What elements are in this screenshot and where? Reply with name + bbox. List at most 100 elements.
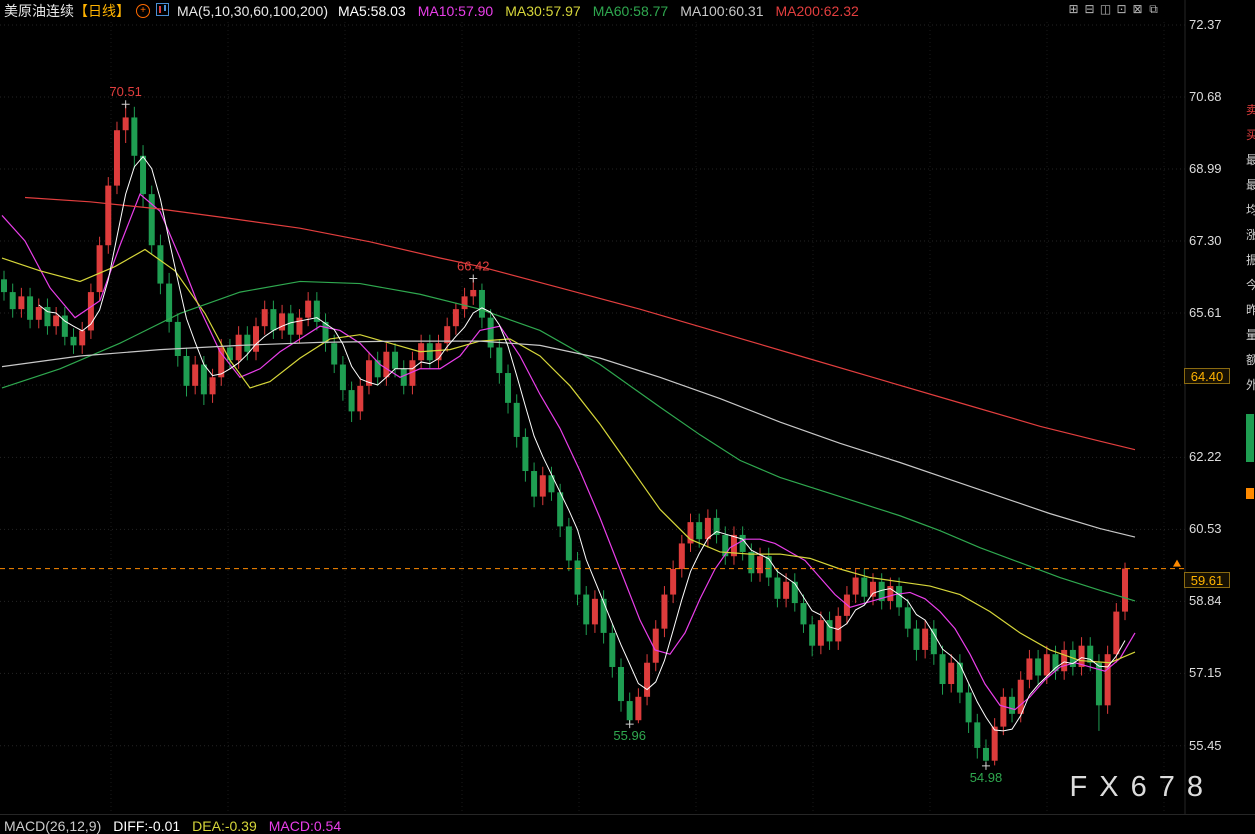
edge-partial-green-bar bbox=[1246, 414, 1254, 462]
candle-body bbox=[1035, 658, 1042, 676]
ma-value: MA60:58.77 bbox=[592, 3, 669, 19]
candle-body bbox=[235, 334, 242, 361]
candle-body bbox=[435, 343, 442, 361]
candle-body bbox=[713, 517, 720, 535]
candle-body bbox=[87, 292, 94, 331]
extreme-price-label: 54.98 bbox=[970, 770, 1003, 785]
current-price-arrow-icon bbox=[1173, 559, 1181, 567]
candle-body bbox=[105, 185, 112, 246]
candle-body bbox=[348, 390, 355, 412]
candle-body bbox=[791, 581, 798, 604]
candle-body bbox=[739, 534, 746, 552]
candle-body bbox=[1087, 645, 1094, 663]
symbol-name: 美原油连续 bbox=[4, 3, 74, 19]
candle-body bbox=[113, 130, 120, 186]
candle-body bbox=[565, 526, 572, 561]
candle-body bbox=[478, 289, 485, 318]
candle-body bbox=[226, 347, 233, 361]
candle-body bbox=[322, 321, 329, 344]
candle-body bbox=[27, 296, 34, 320]
ma-value: MA5:58.03 bbox=[338, 3, 406, 19]
extreme-cross-icon bbox=[625, 720, 634, 729]
quote-panel-label: 涨 bbox=[1246, 228, 1255, 242]
candle-body bbox=[878, 581, 885, 601]
candle-body bbox=[1078, 645, 1085, 667]
candle-body bbox=[600, 598, 607, 633]
candle-body bbox=[1009, 696, 1016, 714]
ma-line-ma30 bbox=[1, 248, 1136, 664]
layout-icon-4[interactable]: ⊡ bbox=[1116, 2, 1127, 16]
period-label: 【日线】 bbox=[74, 3, 130, 19]
candle-body bbox=[270, 309, 277, 331]
candle-body bbox=[131, 117, 138, 156]
quote-panel-label: 振 bbox=[1246, 253, 1255, 267]
candle-body bbox=[305, 300, 312, 318]
candle-body bbox=[765, 556, 772, 578]
layout-icon-2[interactable]: ⊟ bbox=[1084, 2, 1095, 16]
ma-line-ma5 bbox=[38, 155, 1126, 732]
candle-body bbox=[383, 351, 390, 378]
candle-body bbox=[400, 368, 407, 386]
candle-body bbox=[826, 620, 833, 642]
candle-body bbox=[18, 296, 25, 310]
candle-body bbox=[70, 336, 77, 346]
ma-line-ma200 bbox=[24, 196, 1136, 451]
quote-panel-label: 外 bbox=[1246, 378, 1255, 392]
candle-body bbox=[609, 632, 616, 667]
window-layout-icons: ⊞ ⊟ ◫ ⊡ ⊠ ⧉ bbox=[1067, 3, 1160, 16]
candle-body bbox=[817, 620, 824, 646]
candle-body bbox=[922, 628, 929, 650]
quote-panel-label: 卖 bbox=[1246, 103, 1255, 117]
candle-body bbox=[948, 662, 955, 685]
indicator-value: MACD(26,12,9) bbox=[4, 818, 102, 834]
candle-body bbox=[652, 628, 659, 663]
add-favorite-icon[interactable]: + bbox=[136, 4, 150, 18]
candle-body bbox=[253, 326, 260, 352]
ma-value: MA30:57.97 bbox=[505, 3, 581, 19]
candle-body bbox=[1113, 611, 1120, 655]
candle-body bbox=[1095, 662, 1102, 706]
candle-body bbox=[678, 543, 685, 570]
extreme-cross-icon bbox=[981, 761, 990, 770]
chart-legend-bar: 美原油连续 【日线】 + MA(5,10,30,60,100,200) MA5:5… bbox=[4, 2, 871, 20]
extreme-cross-icon bbox=[469, 274, 478, 283]
candle-body bbox=[244, 334, 251, 352]
indicator-value: DIFF:-0.01 bbox=[113, 818, 181, 834]
candle-body bbox=[852, 577, 859, 595]
mini-kline-glyph bbox=[156, 3, 169, 16]
candle-body bbox=[809, 624, 816, 646]
layout-icon-6[interactable]: ⧉ bbox=[1149, 2, 1158, 16]
candle-body bbox=[339, 364, 346, 391]
candle-body bbox=[1, 279, 7, 293]
candle-body bbox=[974, 722, 981, 748]
kline-type-icon[interactable] bbox=[156, 3, 169, 19]
candle-body bbox=[696, 522, 703, 540]
layout-icon-5[interactable]: ⊠ bbox=[1132, 2, 1143, 16]
candle-body bbox=[956, 662, 963, 693]
quote-panel-label: 量 bbox=[1246, 328, 1255, 342]
candle-body bbox=[53, 315, 60, 327]
candle-body bbox=[722, 534, 729, 557]
extreme-price-label: 66.42 bbox=[457, 258, 490, 273]
candle-body bbox=[287, 313, 294, 335]
candle-body bbox=[505, 373, 512, 403]
candle-body bbox=[148, 194, 155, 246]
candle-body bbox=[192, 364, 199, 386]
candle-body bbox=[122, 117, 129, 131]
candle-body bbox=[1000, 696, 1007, 727]
candle-body bbox=[331, 343, 338, 365]
quote-panel-label: 额 bbox=[1246, 353, 1255, 367]
quote-panel-label: 最 bbox=[1246, 178, 1255, 192]
quote-panel-label: 均 bbox=[1246, 203, 1255, 217]
candle-body bbox=[61, 315, 68, 337]
candle-body bbox=[800, 603, 807, 625]
candle-body bbox=[35, 307, 42, 320]
ma-value: MA200:62.32 bbox=[775, 3, 859, 19]
layout-icon-1[interactable]: ⊞ bbox=[1068, 2, 1079, 16]
layout-icon-3[interactable]: ◫ bbox=[1099, 2, 1112, 16]
candle-body bbox=[1122, 568, 1129, 612]
candle-body bbox=[279, 313, 286, 331]
extreme-price-label: 55.96 bbox=[613, 728, 646, 743]
quote-panel-label: 今 bbox=[1246, 278, 1255, 292]
